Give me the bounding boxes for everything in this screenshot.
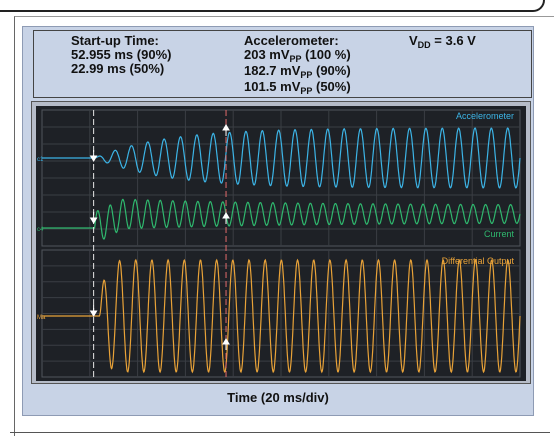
waveform-chart: Accelerometer c1 Current c4 Differential Out… [37,109,521,378]
trace-differential-output [42,258,521,374]
channel-tag: c1 [37,157,44,163]
channel-tag: c4 [37,227,44,233]
cursor-arrow [89,150,98,162]
startup-time-90: 52.955 ms (90%) [71,47,172,62]
x-axis-label: Time (20 ms/div) [227,390,329,405]
cursor-arrow [89,212,98,224]
figure-outer-frame [14,16,554,436]
startup-time-title: Start-up Time: [71,33,159,48]
page-top-frame [0,0,555,16]
trace-accelerometer [42,127,521,189]
accelerometer-100: 203 mVPP (100 %) [244,47,351,64]
cursor-arrow [89,305,98,317]
waveform-traces [42,127,521,374]
cursor-arrow [222,338,230,350]
accelerometer-90: 182.7 mVPP (90%) [244,63,351,80]
cursor-markers [89,110,230,377]
vdd-label: VDD = 3.6 V [409,33,476,50]
startup-time-50: 22.99 ms (50%) [71,61,165,76]
trace-label-differential-output: Differential Output [442,256,515,266]
accelerometer-title: Accelerometer: [244,33,339,48]
oscilloscope-display: Accelerometer c1 Current c4 Differential Out… [31,101,531,384]
trace-current [42,198,521,240]
page-top-border [0,0,545,12]
cursor-arrow [222,124,230,136]
cursor-arrow [222,212,230,224]
trace-labels: Accelerometer c1 Current c4 Differential Out… [37,111,514,321]
oscilloscope-screen: Accelerometer c1 Current c4 Differential Out… [36,106,526,381]
trace-label-current: Current [484,229,515,239]
trace-label-accelerometer: Accelerometer [456,111,514,121]
measurement-info-box: Start-up Time: 52.955 ms (90%) 22.99 ms … [33,30,532,98]
figure-bottom-rule [10,432,550,433]
channel-tag: Ma [37,315,46,321]
accelerometer-50: 101.5 mVPP (50%) [244,79,351,96]
